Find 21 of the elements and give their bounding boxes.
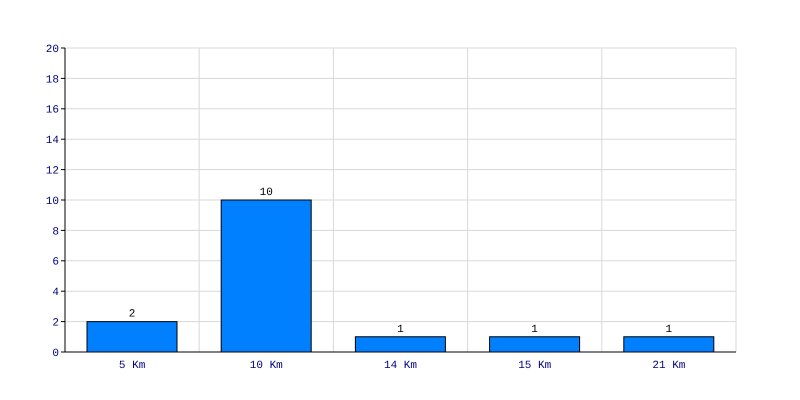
y-tick-label: 14: [46, 135, 60, 148]
y-tick-label: 0: [52, 348, 59, 360]
data-label: 1: [665, 324, 672, 336]
data-label: 2: [128, 308, 136, 321]
x-tick-label: 21 Km: [652, 360, 686, 372]
x-tick-label: 15 Km: [518, 360, 552, 372]
y-tick-label: 8: [52, 226, 59, 238]
y-tick-label: 10: [46, 196, 59, 208]
data-label: 1: [531, 324, 538, 336]
x-tick-label: 14 Km: [384, 360, 418, 372]
y-tick-label: 18: [46, 74, 59, 86]
data-label: 1: [397, 324, 404, 336]
x-tick-label: 5 Km: [118, 360, 146, 372]
data-label: 10: [260, 187, 273, 199]
y-tick-label: 4: [52, 287, 60, 300]
y-tick-label: 2: [52, 318, 59, 330]
y-tick-label: 20: [46, 44, 59, 56]
y-tick-label: 12: [46, 166, 59, 178]
y-tick-label: 6: [52, 256, 59, 269]
x-tick-label: 10 Km: [250, 360, 284, 372]
y-tick-label: 16: [46, 104, 59, 117]
